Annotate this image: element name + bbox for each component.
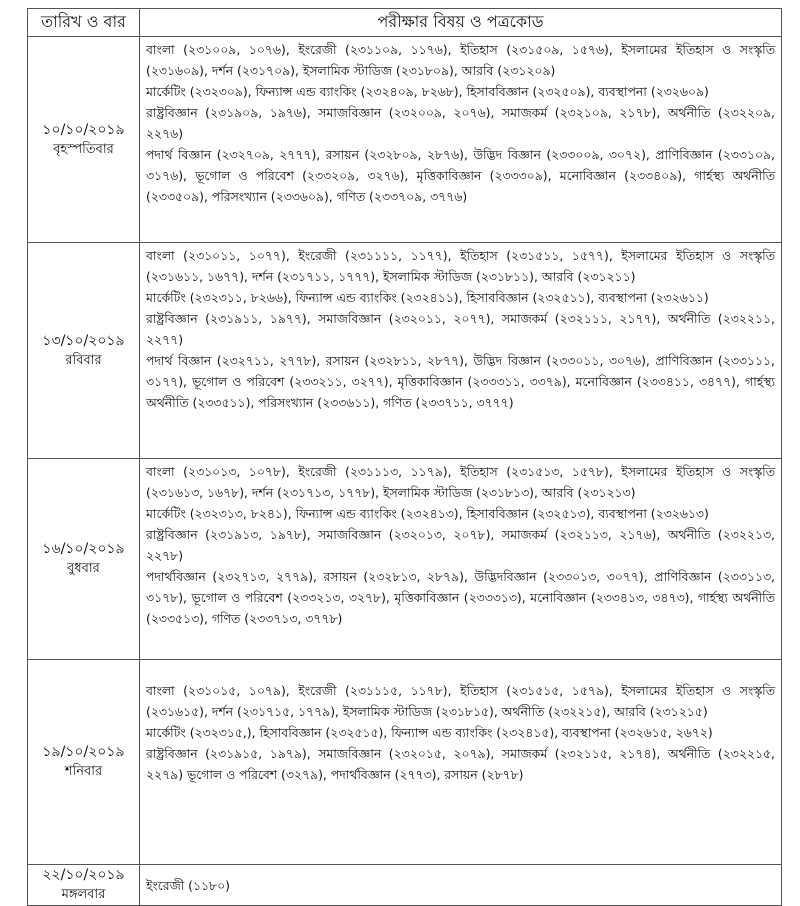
table-row: ১৩/১০/২০১৯ রবিবার বাংলা (২৩১০১১, ১০৭৭), ই…: [27, 242, 782, 459]
weekday: রবিবার: [65, 352, 102, 368]
date: ২২/১০/২০১৯: [42, 867, 125, 883]
subject-group: পদার্থবিজ্ঞান (২৩২৭১৩, ২৭৭৯), রসায়ন (২৩…: [146, 569, 775, 626]
weekday: শনিবার: [64, 764, 103, 779]
weekday: বৃহস্পতিবার: [53, 141, 114, 157]
subject-group: বাংলা (২৩১০১৩, ১০৭৮), ইংরেজী (২৩১১১৩, ১১…: [146, 464, 775, 500]
header-row: তারিখ ও বার পরীক্ষার বিষয় ও পত্রকোড: [27, 8, 782, 37]
date-cell: ১৬/১০/২০১৯ বুধবার: [27, 458, 140, 660]
subjects-cell: বাংলা (২৩১০০৯, ১০৭৬), ইংরেজী (২৩১১০৯, ১১…: [139, 36, 782, 243]
subjects-cell: বাংলা (২৩১০১১, ১০৭৭), ইংরেজী (২৩১১১১, ১১…: [139, 242, 782, 459]
subjects-cell: ইংরেজী (১১৮০): [139, 864, 782, 906]
header-subject-code: পরীক্ষার বিষয় ও পত্রকোড: [139, 8, 782, 37]
date-cell: ১৯/১০/২০১৯ শনিবার: [27, 659, 140, 865]
subject-group: মার্কেটিং (২৩২৩১৫,), হিসাববিজ্ঞান (২৩২৫১…: [146, 725, 713, 740]
subjects-cell: বাংলা (২৩১০১৫, ১০৭৯), ইংরেজী (২৩১১১৫, ১১…: [139, 659, 782, 865]
subject-group: পদার্থ বিজ্ঞান (২৩২৭০৯, ২৭৭৭), রসায়ন (২…: [146, 147, 775, 204]
subject-group: বাংলা (২৩১০১৫, ১০৭৯), ইংরেজী (২৩১১১৫, ১১…: [146, 683, 775, 719]
weekday: বুধবার: [67, 561, 100, 576]
subjects-cell: বাংলা (২৩১০১৩, ১০৭৮), ইংরেজী (২৩১১১৩, ১১…: [139, 458, 782, 660]
date: ১৩/১০/২০১৯: [42, 332, 125, 349]
header-date-day: তারিখ ও বার: [27, 8, 140, 37]
subject-group: রাষ্ট্রবিজ্ঞান (২৩১৯০৯, ১৯৭৬), সমাজবিজ্ঞ…: [146, 105, 775, 141]
subject-group: মার্কেটিং (২৩২৩০৯), ফিন্যান্স এন্ড ব্যাং…: [146, 84, 709, 99]
table-row: ১৬/১০/২০১৯ বুধবার বাংলা (২৩১০১৩, ১০৭৮), ই…: [27, 458, 782, 660]
table-row: ১৯/১০/২০১৯ শনিবার বাংলা (২৩১০১৫, ১০৭৯), ই…: [27, 659, 782, 865]
subject-group: পদার্থ বিজ্ঞান (২৩২৭১১, ২৭৭৮), রসায়ন (২…: [146, 353, 775, 410]
subject-group: বাংলা (২৩১০০৯, ১০৭৬), ইংরেজী (২৩১১০৯, ১১…: [146, 42, 775, 78]
weekday: মঙ্গলবার: [61, 887, 106, 902]
date: ১০/১০/২০১৯: [42, 121, 125, 138]
table-row: ১০/১০/২০১৯ বৃহস্পতিবার বাংলা (২৩১০০৯, ১০৭…: [27, 36, 782, 243]
date: ১৬/১০/২০১৯: [42, 541, 125, 557]
subject-group: রাষ্ট্রবিজ্ঞান (২৩১৯১৫, ১৯৭৯), সমাজবিজ্ঞ…: [146, 746, 775, 782]
exam-schedule-table: তারিখ ও বার পরীক্ষার বিষয় ও পত্রকোড ১০/…: [27, 8, 782, 906]
date-cell: ১৩/১০/২০১৯ রবিবার: [27, 242, 140, 459]
date-cell: ২২/১০/২০১৯ মঙ্গলবার: [27, 864, 140, 906]
subject-group: রাষ্ট্রবিজ্ঞান (২৩১৯১১, ১৯৭৭), সমাজবিজ্ঞ…: [146, 311, 775, 347]
subject-group: বাংলা (২৩১০১১, ১০৭৭), ইংরেজী (২৩১১১১, ১১…: [146, 248, 775, 284]
table-row: ২২/১০/২০১৯ মঙ্গলবার ইংরেজী (১১৮০): [27, 864, 782, 906]
date-cell: ১০/১০/২০১৯ বৃহস্পতিবার: [27, 36, 140, 243]
subject-group: মার্কেটিং (২৩২৩১৩, ৮২৪১), ফিন্যান্স এন্ড…: [146, 506, 709, 521]
subject-group: মার্কেটিং (২৩২৩১১, ৮২৬৬), ফিন্যান্স এন্ড…: [146, 290, 709, 305]
subject-group: ইংরেজী (১১৮০): [146, 877, 230, 893]
subject-group: রাষ্ট্রবিজ্ঞান (২৩১৯১৩, ১৯৭৮), সমাজবিজ্ঞ…: [146, 527, 775, 563]
date: ১৯/১০/২০১৯: [42, 744, 125, 760]
